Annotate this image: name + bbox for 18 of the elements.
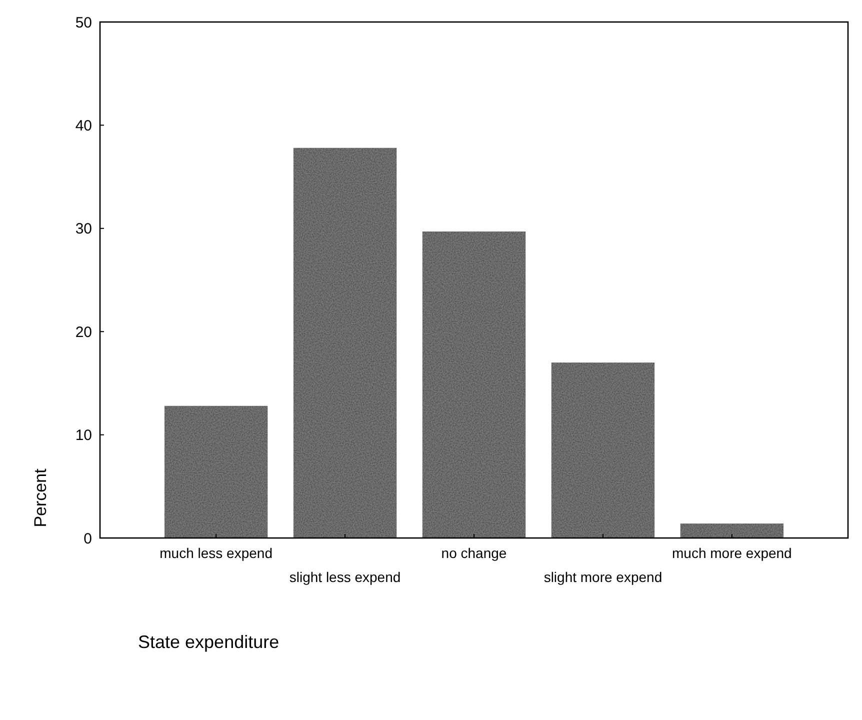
- bar: [422, 231, 526, 538]
- x-tick-label: much more expend: [672, 545, 792, 561]
- y-axis-title: Percent: [31, 468, 50, 528]
- x-tick-label: slight more expend: [544, 569, 662, 585]
- bar: [293, 148, 397, 538]
- bar: [164, 406, 268, 538]
- y-tick-label: 10: [75, 427, 92, 444]
- y-tick-label: 0: [84, 530, 92, 548]
- x-tick-label: no change: [441, 545, 507, 561]
- bar: [551, 362, 655, 538]
- y-tick-label: 20: [75, 324, 92, 341]
- x-axis-title: State expenditure: [138, 632, 280, 652]
- y-tick-label: 30: [75, 220, 92, 238]
- bar: [680, 524, 784, 538]
- y-tick-label: 40: [75, 117, 92, 134]
- y-tick-label: 50: [75, 14, 92, 32]
- x-tick-label: much less expend: [160, 545, 272, 561]
- x-tick-label: slight less expend: [289, 569, 401, 585]
